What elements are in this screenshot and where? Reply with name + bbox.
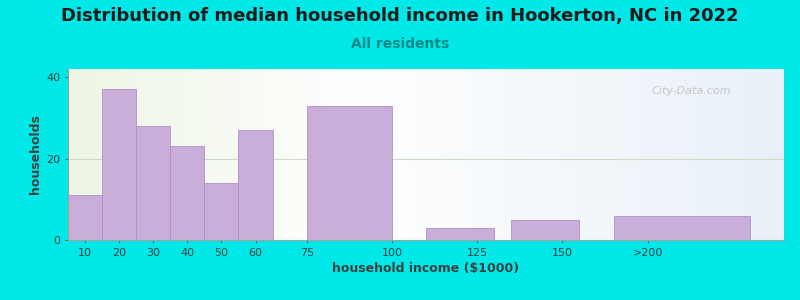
Bar xyxy=(614,216,750,240)
Bar xyxy=(238,130,273,240)
X-axis label: household income ($1000): household income ($1000) xyxy=(333,262,519,275)
Bar xyxy=(306,106,392,240)
Text: City-Data.com: City-Data.com xyxy=(651,86,730,96)
Bar xyxy=(136,126,170,240)
Text: All residents: All residents xyxy=(351,38,449,52)
Bar xyxy=(68,195,102,240)
Bar xyxy=(511,220,579,240)
Bar xyxy=(426,228,494,240)
Text: Distribution of median household income in Hookerton, NC in 2022: Distribution of median household income … xyxy=(61,8,739,26)
Bar xyxy=(102,89,136,240)
Bar xyxy=(204,183,238,240)
Bar xyxy=(170,146,204,240)
Y-axis label: households: households xyxy=(29,115,42,194)
